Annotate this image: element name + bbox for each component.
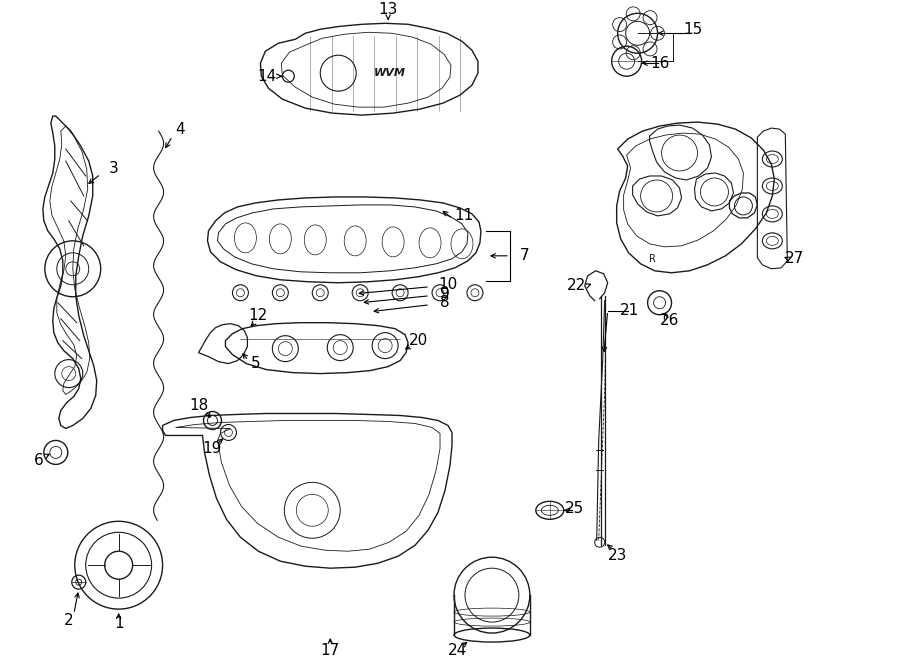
Text: 23: 23 <box>608 548 627 563</box>
Text: 26: 26 <box>660 313 680 329</box>
Text: 12: 12 <box>248 308 268 323</box>
Text: 16: 16 <box>650 56 670 71</box>
Text: 19: 19 <box>202 441 222 456</box>
Text: 13: 13 <box>378 2 398 17</box>
Text: 8: 8 <box>440 295 450 310</box>
Text: 21: 21 <box>620 303 639 318</box>
Text: 4: 4 <box>176 122 185 137</box>
Text: 6: 6 <box>34 453 44 468</box>
Text: 9: 9 <box>440 286 450 301</box>
Text: 27: 27 <box>785 251 804 266</box>
Text: 5: 5 <box>250 356 260 371</box>
Text: 24: 24 <box>448 642 468 658</box>
Text: 10: 10 <box>438 277 457 292</box>
Text: WVM: WVM <box>374 68 406 78</box>
Text: 18: 18 <box>189 398 208 413</box>
Text: 2: 2 <box>64 613 74 627</box>
Text: R: R <box>649 254 656 264</box>
Text: 25: 25 <box>565 501 584 516</box>
Text: 17: 17 <box>320 642 340 658</box>
Text: 15: 15 <box>683 22 702 37</box>
Text: 20: 20 <box>409 333 428 348</box>
Text: 14: 14 <box>257 69 277 84</box>
Text: 7: 7 <box>520 249 530 263</box>
Text: 1: 1 <box>114 615 123 631</box>
Text: 3: 3 <box>109 161 119 176</box>
Text: 22: 22 <box>567 278 587 293</box>
Text: 11: 11 <box>454 208 473 223</box>
